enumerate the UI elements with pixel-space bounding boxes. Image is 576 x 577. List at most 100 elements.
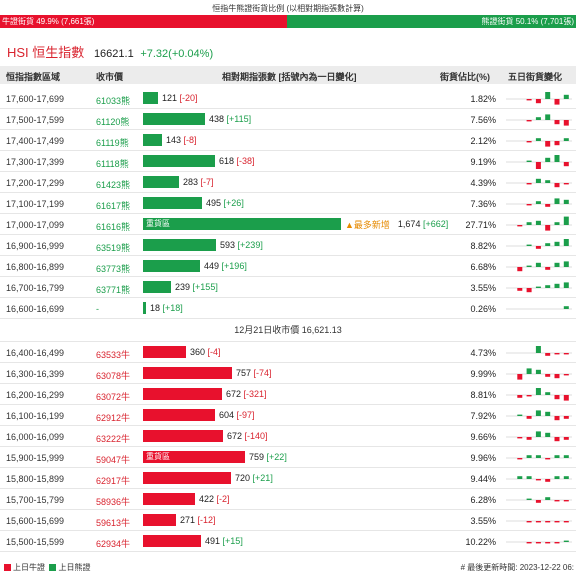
sparkline-bar xyxy=(526,99,532,101)
col-percent[interactable]: 街貨佔比(%) xyxy=(440,72,490,82)
table-row[interactable]: 17,400-17,499 61119熊 143 [-8] 2.12% xyxy=(0,130,576,151)
sparkline-bar xyxy=(563,94,569,99)
table-row[interactable]: 16,000-16,099 63222牛 672 [-140] 9.66% xyxy=(0,426,576,447)
code-link[interactable]: 62912牛 xyxy=(96,413,131,423)
five-day-sparkline xyxy=(506,476,572,482)
sparkline-bar xyxy=(563,521,569,523)
code-link[interactable]: 58936牛 xyxy=(96,497,131,507)
sparkline-bar xyxy=(517,458,523,460)
table-row[interactable]: 16,300-16,399 63078牛 757 [-74] 9.99% xyxy=(0,363,576,384)
sparkline-bar xyxy=(554,198,560,204)
percent-cell: 2.12% xyxy=(470,136,496,146)
sparkline-bar xyxy=(545,392,551,395)
code-link[interactable]: 61033熊 xyxy=(96,96,131,106)
sparkline-bar xyxy=(526,437,532,440)
sparkline-bar xyxy=(526,160,532,162)
col-quantity[interactable]: 相對期指張數 [括號內為一日變化] xyxy=(222,72,357,82)
percent-cell: 3.55% xyxy=(470,516,496,526)
range-cell: 17,100-17,199 xyxy=(6,199,65,209)
table-row[interactable]: 16,200-16,299 63072牛 672 [-321] 8.81% xyxy=(0,384,576,405)
table-row[interactable]: 17,000-17,099 61616熊 重貨區 ▲最多新增 1,674 [+662] 2… xyxy=(0,214,576,235)
index-change: +7.32(+0.04%) xyxy=(140,48,214,60)
code-link[interactable]: 63773熊 xyxy=(96,264,131,274)
table-row[interactable]: 16,400-16,499 63533牛 360 [-4] 4.73% xyxy=(0,342,576,363)
sparkline-bar xyxy=(535,117,541,120)
sparkline-bar xyxy=(535,369,541,374)
table-row[interactable]: 15,600-15,699 59613牛 271 [-12] 3.55% xyxy=(0,510,576,531)
code-link[interactable]: 62934牛 xyxy=(96,539,131,549)
code-link[interactable]: 62917牛 xyxy=(96,476,131,486)
quantity-label: 121 [-20] xyxy=(162,93,198,103)
col-range[interactable]: 恒指指數區域 xyxy=(6,72,61,82)
sparkline-bar xyxy=(554,455,560,458)
sparkline-bar xyxy=(563,120,569,126)
most-added-tag: ▲最多新增 xyxy=(345,219,390,230)
percent-cell: 10.22% xyxy=(465,537,496,547)
table-row[interactable]: 16,900-16,999 63519熊 593 [+239] 8.82% xyxy=(0,235,576,256)
table-row[interactable]: 16,100-16,199 62912牛 604 [-97] 7.92% xyxy=(0,405,576,426)
quantity-bar xyxy=(143,493,195,505)
bear-ratio-segment: 熊證街貨 50.1% (7,701張) xyxy=(287,15,576,28)
quantity-value: 759 xyxy=(249,452,265,462)
range-cell: 16,000-16,099 xyxy=(6,432,65,442)
quantity-delta: [-38] xyxy=(236,156,255,166)
code-link[interactable]: 63771熊 xyxy=(96,285,131,295)
percent-cell: 8.82% xyxy=(470,241,496,251)
table-row[interactable]: 15,900-15,999 59047牛 重貨區 759 [+22] 9.96% xyxy=(0,447,576,468)
sparkline-bar xyxy=(526,204,532,206)
table-row[interactable]: 16,700-16,799 63771熊 239 [+155] 3.55% xyxy=(0,277,576,298)
code-link[interactable]: 61617熊 xyxy=(96,201,131,211)
sparkline-bar xyxy=(563,183,569,185)
code-link[interactable]: 61423熊 xyxy=(96,180,131,190)
quantity-cell: 720 [+21] xyxy=(143,472,273,484)
code-link[interactable]: 61120熊 xyxy=(96,117,130,127)
table-row[interactable]: 17,600-17,699 61033熊 121 [-20] 1.82% xyxy=(0,88,576,109)
range-cell: 16,900-16,999 xyxy=(6,241,65,251)
code-link[interactable]: 59613牛 xyxy=(96,518,131,528)
code-link[interactable]: 63078牛 xyxy=(96,371,131,381)
table-row[interactable]: 16,600-16,699 - 18 [+18] 0.26% xyxy=(0,298,576,319)
code-link[interactable]: 61118熊 xyxy=(96,159,129,169)
quantity-delta: [+26] xyxy=(223,198,244,208)
code-link[interactable]: 61119熊 xyxy=(96,138,129,148)
table-row[interactable]: 17,300-17,399 61118熊 618 [-38] 9.19% xyxy=(0,151,576,172)
code-link[interactable]: 63072牛 xyxy=(96,392,131,402)
code-link[interactable]: 63222牛 xyxy=(96,434,131,444)
sparkline-bar xyxy=(545,497,551,500)
table-row[interactable]: 17,200-17,299 61423熊 283 [-7] 4.39% xyxy=(0,172,576,193)
code-link[interactable]: 61616熊 xyxy=(96,222,131,232)
code-link[interactable]: 63519熊 xyxy=(96,243,131,253)
range-cell: 16,200-16,299 xyxy=(6,390,65,400)
percent-cell: 27.71% xyxy=(465,220,496,230)
percent-cell: 8.81% xyxy=(470,390,496,400)
code-link[interactable]: 63533牛 xyxy=(96,350,131,360)
table-row[interactable]: 15,800-15,899 62917牛 720 [+21] 9.44% xyxy=(0,468,576,489)
col-five-day[interactable]: 五日街貨變化 xyxy=(508,72,563,82)
sparkline-bar xyxy=(554,99,560,105)
col-code[interactable]: 收市價 xyxy=(96,72,124,82)
sparkline-bar xyxy=(545,225,551,231)
percent-cell: 6.68% xyxy=(470,262,496,272)
code-link[interactable]: - xyxy=(96,304,99,314)
quantity-value: 672 xyxy=(226,389,242,399)
sparkline-bar xyxy=(545,204,551,207)
sparkline-bar xyxy=(517,288,523,291)
quantity-cell: 618 [-38] xyxy=(143,155,255,167)
quantity-bar xyxy=(143,176,179,188)
table-row[interactable]: 15,700-15,799 58936牛 422 [-2] 6.28% xyxy=(0,489,576,510)
code-link[interactable]: 59047牛 xyxy=(96,455,131,465)
five-day-sparkline xyxy=(506,540,572,544)
table-row[interactable]: 17,100-17,199 61617熊 495 [+26] 7.36% xyxy=(0,193,576,214)
sparkline-bar xyxy=(526,476,532,479)
sparkline-bar xyxy=(545,141,551,147)
five-day-sparkline xyxy=(506,239,572,249)
table-row[interactable]: 16,800-16,899 63773熊 449 [+196] 6.68% xyxy=(0,256,576,277)
five-day-sparkline xyxy=(506,368,572,380)
sparkline-bar xyxy=(545,114,551,120)
quantity-cell: 757 [-74] xyxy=(143,367,272,379)
sparkline-bar xyxy=(517,395,523,398)
table-row[interactable]: 17,500-17,599 61120熊 438 [+115] 7.56% xyxy=(0,109,576,130)
sparkline-bar xyxy=(535,431,541,437)
table-row[interactable]: 15,500-15,599 62934牛 491 [+15] 10.22% xyxy=(0,531,576,552)
quantity-label: 283 [-7] xyxy=(183,177,214,187)
